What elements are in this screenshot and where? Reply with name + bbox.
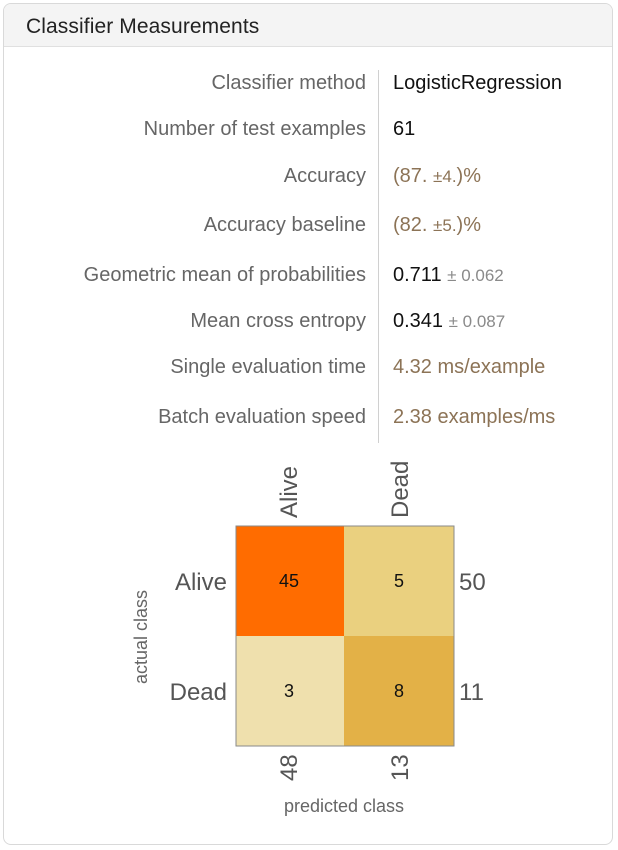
cell-alive-alive (236, 526, 344, 636)
value-batch-evaluation-speed: 2.38 examples/ms (393, 406, 556, 428)
accuracy-baseline-pm: ±5. (433, 216, 457, 235)
cell-alive-dead (344, 526, 454, 636)
mean-cross-entropy-value: 0.341 (393, 310, 444, 332)
accuracy-baseline-open: (82. (393, 214, 434, 236)
value-mean-cross-entropy: 0.341 ± 0.087 (393, 310, 505, 333)
label-number-of-test-examples: Number of test examples (143, 118, 366, 140)
row-label-alive: Alive (175, 569, 227, 596)
col-label-alive: Alive (276, 466, 303, 518)
cell-value-dead-dead: 8 (394, 681, 404, 701)
value-accuracy: (87. ±4.)% (393, 165, 481, 188)
cell-value-alive-alive: 45 (279, 571, 299, 591)
accuracy-baseline-close: )% (456, 214, 481, 236)
row-total-alive: 50 (459, 569, 486, 596)
value-accuracy-baseline: (82. ±5.)% (393, 214, 481, 237)
label-classifier-method: Classifier method (211, 72, 366, 94)
accuracy-open: (87. (393, 165, 434, 187)
mean-cross-entropy-pm: ± 0.087 (448, 312, 506, 331)
column-divider (378, 70, 379, 443)
label-mean-cross-entropy: Mean cross entropy (190, 310, 366, 332)
cell-value-alive-dead: 5 (394, 571, 404, 591)
matrix-frame (235, 525, 455, 747)
geometric-mean-value: 0.711 (393, 264, 442, 286)
cell-value-dead-alive: 3 (284, 681, 294, 701)
label-accuracy: Accuracy (283, 165, 366, 187)
geometric-mean-pm: ± 0.062 (447, 266, 504, 285)
label-geometric-mean: Geometric mean of probabilities (83, 264, 366, 286)
cell-dead-dead (344, 636, 454, 746)
label-accuracy-baseline: Accuracy baseline (203, 214, 366, 236)
row-total-dead: 11 (459, 679, 484, 706)
panel-title: Classifier Measurements (26, 15, 260, 38)
value-single-evaluation-time: 4.32 ms/example (393, 356, 546, 378)
value-number-of-test-examples: 61 (393, 118, 416, 140)
accuracy-pm: ±4. (433, 167, 457, 186)
col-total-dead: 13 (387, 754, 414, 781)
col-total-alive: 48 (276, 754, 303, 781)
value-geometric-mean: 0.711 ± 0.062 (393, 264, 504, 287)
x-axis-label: predicted class (284, 796, 404, 816)
row-label-dead: Dead (170, 679, 227, 706)
cell-dead-alive (236, 636, 344, 746)
y-axis-label: actual class (131, 590, 151, 684)
label-batch-evaluation-speed: Batch evaluation speed (158, 406, 366, 428)
label-single-evaluation-time: Single evaluation time (170, 356, 366, 378)
panel-header: Classifier Measurements (4, 4, 612, 47)
accuracy-close: )% (456, 165, 481, 187)
col-label-dead: Dead (387, 461, 414, 518)
value-classifier-method: LogisticRegression (393, 72, 562, 94)
